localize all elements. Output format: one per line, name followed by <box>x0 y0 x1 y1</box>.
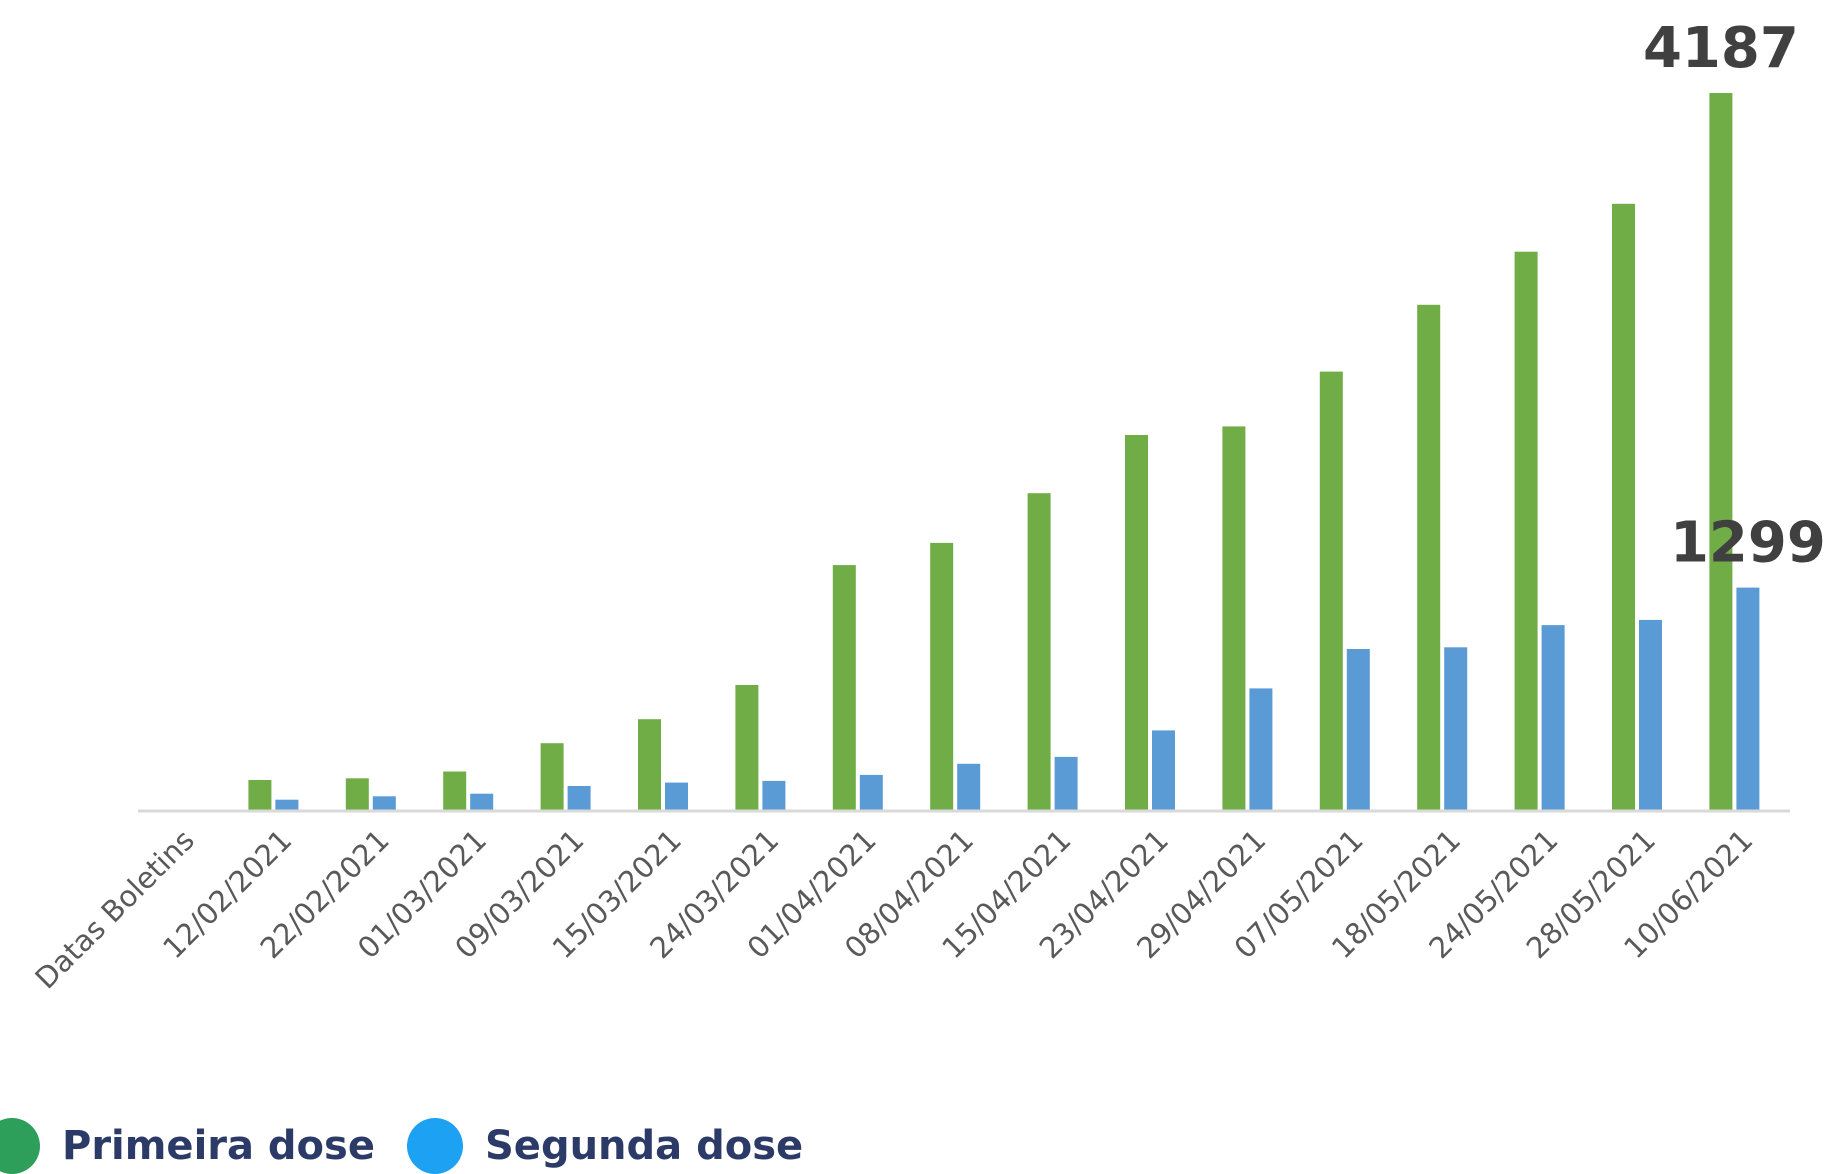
legend-dot-segunda <box>407 1118 463 1174</box>
bar-primeira-dose-01-03-2021 <box>443 771 467 810</box>
bar-primeira-dose-07-05-2021 <box>1319 371 1343 810</box>
legend-dot-primeira <box>0 1118 40 1174</box>
data-label-primeira-dose: 4187 <box>1643 16 1799 81</box>
bar-primeira-dose-10-06-2021 <box>1709 93 1733 810</box>
bar-segunda-dose-18-05-2021 <box>1444 647 1468 810</box>
bar-primeira-dose-24-03-2021 <box>735 685 759 810</box>
bar-primeira-dose-29-04-2021 <box>1222 426 1246 810</box>
legend-label-segunda: Segunda dose <box>485 1123 804 1169</box>
bar-segunda-dose-12-02-2021 <box>275 799 299 810</box>
bar-primeira-dose-15-04-2021 <box>1027 493 1051 810</box>
legend-item-segunda: Segunda dose <box>407 1118 803 1174</box>
bar-segunda-dose-29-04-2021 <box>1249 688 1273 810</box>
data-label-segunda-dose: 1299 <box>1670 511 1826 576</box>
bar-segunda-dose-24-05-2021 <box>1541 625 1565 810</box>
bar-primeira-dose-08-04-2021 <box>930 542 954 810</box>
bar-segunda-dose-07-05-2021 <box>1346 649 1370 810</box>
bar-segunda-dose-10-06-2021 <box>1736 587 1760 810</box>
bar-primeira-dose-09-03-2021 <box>540 743 564 810</box>
bar-segunda-dose-22-02-2021 <box>372 796 396 810</box>
x-tick-labels: Datas Boletins12/02/202122/02/202101/03/… <box>28 823 1759 996</box>
legend-item-primeira: Primeira dose <box>0 1118 375 1174</box>
bar-segunda-dose-01-04-2021 <box>859 774 883 810</box>
bar-segunda-dose-28-05-2021 <box>1639 619 1662 810</box>
x-tick-label: Datas Boletins <box>28 823 201 996</box>
bar-segunda-dose-09-03-2021 <box>567 786 591 810</box>
bar-primeira-dose-12-02-2021 <box>248 780 272 810</box>
bar-segunda-dose-24-03-2021 <box>762 780 786 810</box>
bar-primeira-dose-23-04-2021 <box>1125 435 1148 810</box>
bar-segunda-dose-01-03-2021 <box>470 793 494 810</box>
bar-segunda-dose-08-04-2021 <box>957 763 981 810</box>
bar-segunda-dose-15-04-2021 <box>1054 756 1078 810</box>
bar-primeira-dose-01-04-2021 <box>832 565 856 810</box>
bar-primeira-dose-28-05-2021 <box>1612 203 1635 811</box>
bar-primeira-dose-24-05-2021 <box>1514 251 1538 810</box>
bars-group <box>248 93 1760 811</box>
data-labels: 4187 1299 <box>1643 16 1826 576</box>
bar-segunda-dose-15-03-2021 <box>665 782 688 810</box>
bar-primeira-dose-22-02-2021 <box>345 778 369 810</box>
legend-label-primeira: Primeira dose <box>62 1123 375 1169</box>
bar-segunda-dose-23-04-2021 <box>1152 730 1175 810</box>
bar-primeira-dose-18-05-2021 <box>1417 304 1441 810</box>
bar-primeira-dose-15-03-2021 <box>638 719 661 810</box>
